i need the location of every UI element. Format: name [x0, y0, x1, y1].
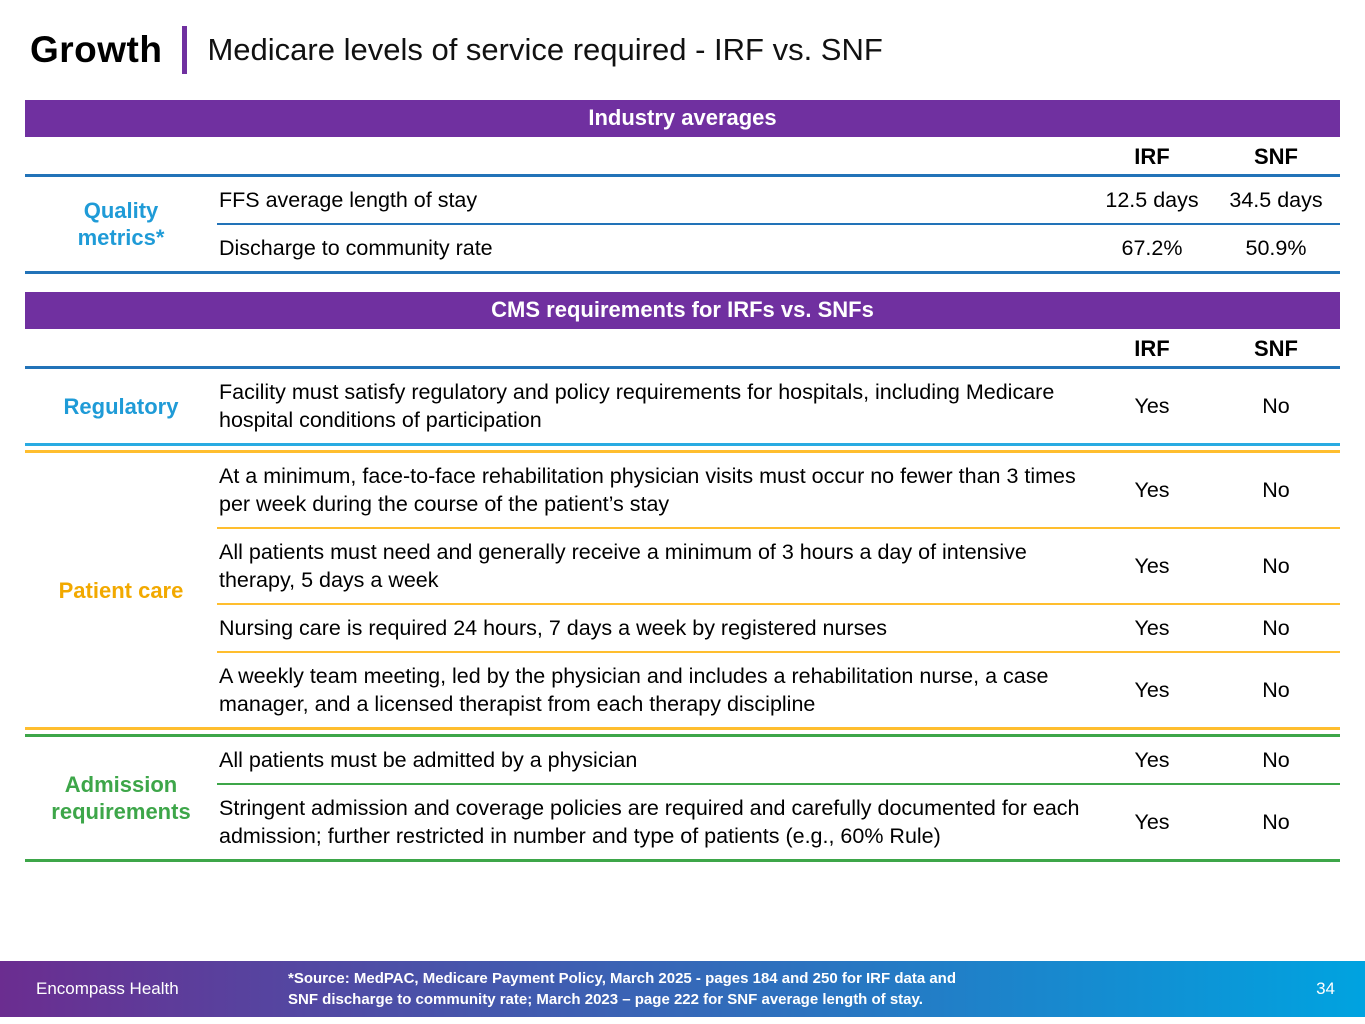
col-header-snf: SNF [1254, 144, 1298, 169]
patient-care-rows: At a minimum, face-to-face rehabilitatio… [217, 453, 1340, 727]
header-divider-bar [182, 26, 188, 74]
admission-requirements-section: Admission requirements All patients must… [25, 734, 1340, 862]
slide-footer: Encompass Health *Source: MedPAC, Medica… [0, 961, 1365, 1017]
table-row: A weekly team meeting, led by the physic… [217, 651, 1340, 727]
quality-metrics-section: Quality metrics* FFS average length of s… [25, 177, 1340, 274]
col-header-snf: SNF [1254, 336, 1298, 361]
row-value-irf: Yes [1134, 747, 1170, 772]
row-value-snf: No [1262, 677, 1290, 702]
source-note: *Source: MedPAC, Medicare Payment Policy… [288, 968, 956, 1010]
row-value-irf: Yes [1134, 393, 1170, 418]
table-row: At a minimum, face-to-face rehabilitatio… [217, 453, 1340, 527]
source-note-line1: *Source: MedPAC, Medicare Payment Policy… [288, 970, 957, 987]
row-value-irf: Yes [1134, 477, 1170, 502]
quality-metrics-rows: FFS average length of stay 12.5 days 34.… [217, 177, 1340, 271]
page-number: 34 [1316, 979, 1335, 998]
row-desc: At a minimum, face-to-face rehabilitatio… [219, 464, 1076, 516]
row-value-snf: No [1262, 747, 1290, 772]
table-row: Discharge to community rate 67.2% 50.9% [217, 223, 1340, 271]
row-value-snf: No [1262, 393, 1290, 418]
row-value-irf: 67.2% [1121, 235, 1183, 260]
table-row: Nursing care is required 24 hours, 7 day… [217, 603, 1340, 651]
table-row: Stringent admission and coverage policie… [217, 783, 1340, 859]
cms-requirements-table: CMS requirements for IRFs vs. SNFs IRF S… [25, 292, 1340, 862]
spacer [217, 144, 1092, 170]
spacer [25, 144, 217, 170]
row-value-snf: No [1262, 477, 1290, 502]
admission-rows: All patients must be admitted by a physi… [217, 737, 1340, 859]
row-value-irf: Yes [1134, 677, 1170, 702]
row-value-irf: 12.5 days [1105, 187, 1199, 212]
row-value-snf: 50.9% [1245, 235, 1307, 260]
row-value-snf: No [1262, 809, 1290, 834]
cms-banner: CMS requirements for IRFs vs. SNFs [25, 292, 1340, 329]
row-value-irf: Yes [1134, 553, 1170, 578]
cms-column-header: IRF SNF [25, 329, 1340, 369]
row-desc: A weekly team meeting, led by the physic… [219, 664, 1049, 716]
row-value-irf: Yes [1134, 615, 1170, 640]
group-label-patient-care: Patient care [58, 577, 184, 603]
row-desc: Discharge to community rate [219, 236, 493, 260]
col-header-irf: IRF [1134, 336, 1170, 361]
slide-content: Industry averages IRF SNF Quality metric… [0, 100, 1365, 862]
slide-header: Growth Medicare levels of service requir… [0, 0, 1365, 74]
row-desc: Stringent admission and coverage policie… [219, 796, 1080, 848]
row-value-snf: No [1262, 553, 1290, 578]
row-desc: FFS average length of stay [219, 188, 478, 212]
row-value-irf: Yes [1134, 809, 1170, 834]
group-label-regulatory: Regulatory [63, 393, 179, 419]
group-label-admission-requirements: Admission requirements [51, 772, 191, 824]
spacer [25, 336, 217, 362]
regulatory-rows: Facility must satisfy regulatory and pol… [217, 369, 1340, 443]
row-desc: All patients must need and generally rec… [219, 540, 1027, 592]
industry-averages-table: Industry averages IRF SNF Quality metric… [25, 100, 1340, 274]
patient-care-section: Patient care At a minimum, face-to-face … [25, 450, 1340, 730]
col-header-irf: IRF [1134, 144, 1170, 169]
row-value-snf: No [1262, 615, 1290, 640]
source-note-line2: SNF discharge to community rate; March 2… [288, 991, 923, 1008]
industry-column-header: IRF SNF [25, 137, 1340, 177]
table-row: All patients must be admitted by a physi… [217, 737, 1340, 783]
industry-banner: Industry averages [25, 100, 1340, 137]
row-desc: All patients must be admitted by a physi… [219, 748, 638, 772]
table-row: FFS average length of stay 12.5 days 34.… [217, 177, 1340, 223]
group-label-quality-metrics: Quality metrics* [77, 198, 165, 250]
row-desc: Nursing care is required 24 hours, 7 day… [219, 616, 888, 640]
regulatory-section: Regulatory Facility must satisfy regulat… [25, 369, 1340, 446]
row-value-snf: 34.5 days [1229, 187, 1323, 212]
section-kicker: Growth [30, 29, 163, 70]
brand-name: Encompass Health [36, 979, 179, 998]
table-row: Facility must satisfy regulatory and pol… [217, 369, 1340, 443]
table-row: All patients must need and generally rec… [217, 527, 1340, 603]
row-desc: Facility must satisfy regulatory and pol… [219, 380, 1055, 432]
spacer [217, 336, 1092, 362]
page-title: Medicare levels of service required - IR… [207, 32, 883, 67]
